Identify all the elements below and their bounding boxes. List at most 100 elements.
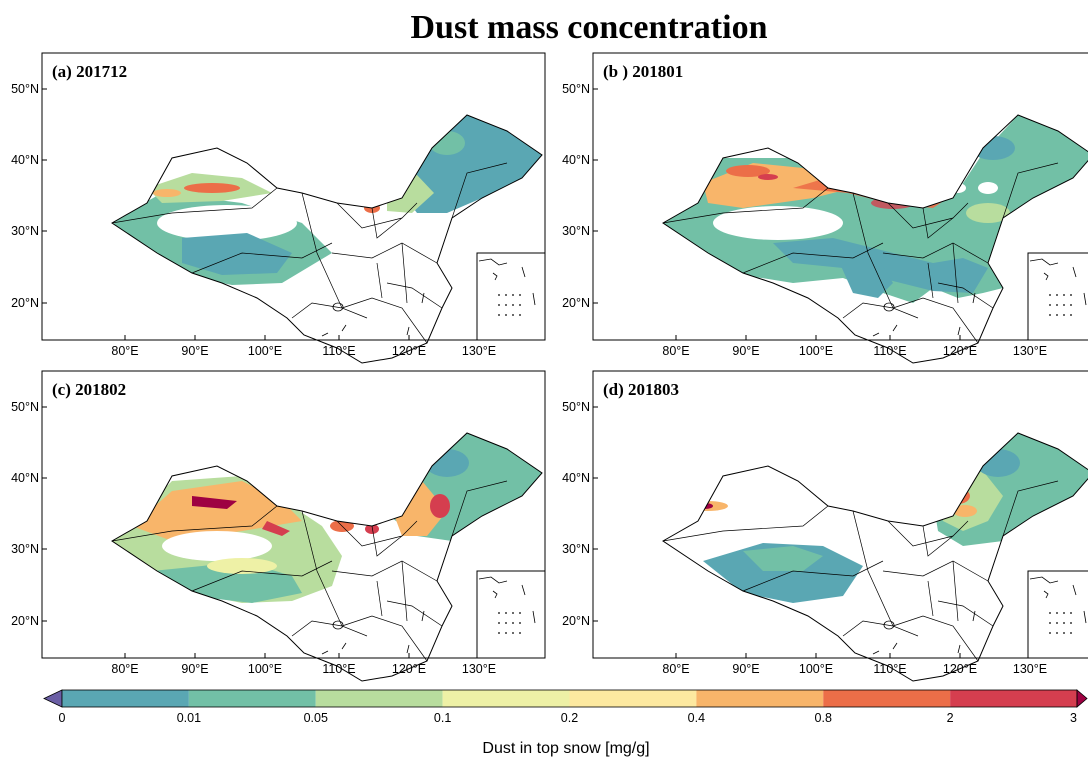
panel-b	[653, 115, 1088, 373]
lat-tick-label: 30°N	[11, 542, 39, 556]
colorbar-over-arrow	[1077, 690, 1087, 707]
lat-tick-label: 20°N	[11, 296, 39, 310]
colorbar-segment	[62, 690, 189, 707]
inset-island	[1049, 294, 1051, 296]
inset-island	[1049, 304, 1051, 306]
lat-tick-label: 40°N	[562, 471, 590, 485]
inset-island	[498, 632, 500, 634]
inset-island	[519, 304, 521, 306]
colorbar-label: Dust in top snow [mg/g]	[482, 740, 649, 757]
lon-tick-label: 90°E	[732, 344, 759, 358]
colorbar-tick-label: 0.01	[177, 711, 201, 725]
lon-tick-label: 100°E	[799, 344, 833, 358]
inset-island	[505, 622, 507, 624]
south-china-sea-inset	[477, 253, 545, 340]
lon-tick-label: 130°E	[462, 344, 496, 358]
lat-tick-label: 40°N	[11, 153, 39, 167]
inset-island	[505, 294, 507, 296]
lat-tick-label: 30°N	[562, 224, 590, 238]
lon-tick-label: 80°E	[662, 662, 689, 676]
inset-island	[498, 314, 500, 316]
inset-island	[512, 632, 514, 634]
inset-frame	[477, 571, 545, 658]
colorbar-under-arrow	[44, 690, 62, 707]
lon-tick-label: 110°E	[873, 662, 906, 676]
inset-island	[1070, 294, 1072, 296]
inset-island	[1056, 314, 1058, 316]
inset-island	[519, 612, 521, 614]
inset-frame	[1028, 571, 1088, 658]
dust-field	[653, 115, 1088, 373]
inset-island	[1049, 612, 1051, 614]
panel-label: (a) 201712	[52, 62, 127, 81]
lon-tick-label: 110°E	[873, 344, 906, 358]
colorbar-segment	[696, 690, 823, 707]
colorbar-tick-label: 3	[1070, 711, 1077, 725]
lon-tick-label: 120°E	[392, 344, 426, 358]
colorbar-tick-label: 0.2	[561, 711, 578, 725]
lon-tick-label: 100°E	[248, 344, 282, 358]
inset-island	[505, 612, 507, 614]
lon-tick-label: 80°E	[111, 344, 138, 358]
inset-island	[498, 294, 500, 296]
lon-tick-label: 110°E	[322, 662, 355, 676]
colorbar-segment	[950, 690, 1077, 707]
inset-island	[1070, 632, 1072, 634]
inset-island	[1070, 304, 1072, 306]
south-china-sea-inset	[477, 571, 545, 658]
lon-tick-label: 100°E	[799, 662, 833, 676]
inset-island	[498, 612, 500, 614]
lon-tick-label: 110°E	[322, 344, 355, 358]
colorbar-tick-label: 0.1	[434, 711, 451, 725]
inset-island	[1063, 632, 1065, 634]
lon-tick-label: 100°E	[248, 662, 282, 676]
colorbar-segment	[443, 690, 570, 707]
lat-tick-label: 20°N	[562, 614, 590, 628]
colorbar-segment	[570, 690, 697, 707]
inset-island	[519, 622, 521, 624]
inset-island	[512, 294, 514, 296]
inset-island	[1063, 294, 1065, 296]
inset-island	[1070, 314, 1072, 316]
inset-island	[1070, 622, 1072, 624]
inset-island	[505, 304, 507, 306]
inset-island	[1056, 622, 1058, 624]
lon-tick-label: 120°E	[392, 662, 426, 676]
lon-tick-label: 130°E	[462, 662, 496, 676]
colorbar: 0 0.01 0.05 0.1 0.2 0.4 0.8 2 3	[44, 690, 1087, 725]
colorbar-tick-label: 0	[59, 711, 66, 725]
inset-island	[1049, 622, 1051, 624]
lat-tick-label: 50°N	[11, 82, 39, 96]
inset-island	[1049, 632, 1051, 634]
inset-island	[512, 612, 514, 614]
inset-island	[1063, 622, 1065, 624]
lon-tick-label: 120°E	[943, 662, 977, 676]
south-china-sea-inset	[1028, 571, 1088, 658]
inset-island	[1056, 294, 1058, 296]
colorbar-segment	[189, 690, 316, 707]
inset-island	[498, 622, 500, 624]
lat-tick-label: 50°N	[11, 400, 39, 414]
inset-island	[498, 304, 500, 306]
south-china-sea-inset	[1028, 253, 1088, 340]
lon-tick-label: 130°E	[1013, 662, 1047, 676]
lon-tick-label: 120°E	[943, 344, 977, 358]
lon-tick-label: 130°E	[1013, 344, 1047, 358]
panel-label: (d) 201803	[603, 380, 679, 399]
inset-island	[1056, 304, 1058, 306]
inset-frame	[1028, 253, 1088, 340]
inset-island	[1056, 632, 1058, 634]
inset-island	[1049, 314, 1051, 316]
lon-tick-label: 90°E	[181, 344, 208, 358]
inset-frame	[477, 253, 545, 340]
colorbar-tick-label: 0.05	[304, 711, 328, 725]
lon-tick-label: 80°E	[111, 662, 138, 676]
inset-island	[1070, 612, 1072, 614]
panel-label: (c) 201802	[52, 380, 126, 399]
inset-island	[505, 314, 507, 316]
dust-field	[653, 433, 1088, 691]
lat-tick-label: 40°N	[562, 153, 590, 167]
inset-island	[519, 294, 521, 296]
inset-island	[1063, 314, 1065, 316]
